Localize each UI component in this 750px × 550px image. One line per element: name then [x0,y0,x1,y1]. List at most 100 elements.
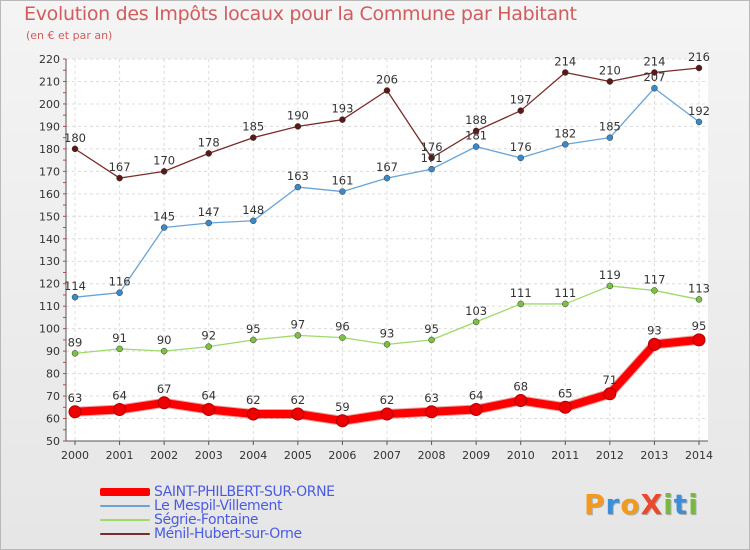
data-label: 178 [198,135,220,149]
x-tick-label: 2004 [239,449,267,462]
x-tick-label: 2001 [106,449,134,462]
legend-label: SAINT-PHILBERT-SUR-ORNE [154,484,335,500]
data-label: 93 [380,326,395,340]
y-tick-label: 110 [39,300,60,313]
data-label: 103 [465,304,487,318]
data-label: 214 [643,54,665,68]
data-label: 95 [424,322,439,336]
data-label: 59 [335,400,350,414]
data-point [250,336,257,344]
data-point [428,165,435,173]
data-label: 182 [554,126,576,140]
data-point [425,405,439,419]
legend-label: Ségrie-Fontaine [154,512,259,528]
data-label: 116 [109,275,131,289]
y-tick-label: 50 [46,435,60,448]
data-point [562,300,569,308]
logo-letter: X [640,488,664,521]
data-point [157,396,171,410]
legend-item: Ménil-Hubert-sur-Orne [100,526,335,542]
legend-item: Ségrie-Fontaine [100,512,335,528]
y-tick-label: 70 [46,390,60,403]
x-tick-label: 2000 [61,449,89,462]
data-label: 190 [287,108,309,122]
x-tick-label: 2007 [373,449,401,462]
legend-label: Ménil-Hubert-sur-Orne [154,526,302,542]
data-label: 111 [510,286,532,300]
data-label: 63 [424,391,439,405]
data-point [383,87,391,94]
legend-swatch [100,505,150,507]
data-point [383,341,391,348]
data-point [606,134,614,141]
data-point [339,334,346,341]
y-tick-label: 190 [39,120,60,133]
data-label: 147 [198,205,220,219]
data-point [71,293,79,301]
y-tick-label: 100 [39,323,60,336]
data-label: 176 [510,140,532,154]
data-point [68,405,82,419]
data-point [383,174,391,182]
y-tick-label: 120 [39,278,60,291]
legend-label: Le Mespil-Villement [154,498,283,514]
data-label: 161 [331,174,353,188]
data-label: 197 [510,93,532,107]
data-label: 148 [242,203,264,217]
data-label: 216 [688,50,710,64]
data-label: 67 [157,382,172,396]
data-point [250,217,257,225]
data-point [606,282,614,290]
data-label: 111 [554,286,576,300]
x-tick-label: 2005 [284,449,312,462]
data-point [651,287,658,294]
y-tick-label: 200 [39,98,60,111]
y-tick-label: 60 [46,413,60,426]
data-point [294,123,302,130]
data-label: 97 [291,317,306,331]
data-point [517,300,524,308]
data-point [469,403,483,417]
data-label: 176 [421,140,443,154]
data-point [294,332,302,339]
logo-letter: P [584,488,606,521]
x-tick-label: 2008 [418,449,446,462]
data-label: 145 [153,210,175,224]
data-point [335,414,349,428]
data-point [695,64,703,72]
x-tick-label: 2002 [150,449,178,462]
data-label: 68 [513,380,528,394]
y-tick-label: 220 [39,53,60,66]
data-label: 92 [201,329,216,343]
x-tick-label: 2009 [462,449,490,462]
data-label: 62 [246,393,261,407]
x-tick-label: 2011 [551,449,579,462]
y-tick-label: 180 [39,143,60,156]
legend-swatch [100,519,150,521]
data-label: 64 [201,389,216,403]
data-label: 170 [153,153,175,167]
proxiti-logo: ProXiti [584,488,699,521]
data-label: 89 [68,335,83,349]
data-label: 163 [287,169,309,183]
x-tick-label: 2013 [640,449,668,462]
chart-subtitle: (en € et par an) [26,29,113,42]
data-label: 185 [599,120,621,134]
data-label: 95 [246,322,261,336]
logo-letter: o [620,488,641,521]
data-point [380,407,394,421]
data-point [246,407,260,421]
data-point [695,296,703,303]
data-point [562,69,569,76]
data-label: 65 [558,386,573,400]
data-label: 96 [335,320,350,334]
data-point [692,333,706,347]
legend-swatch [100,533,150,535]
data-label: 192 [688,104,710,118]
data-point [517,154,524,162]
data-label: 117 [643,272,665,286]
x-tick-label: 2006 [328,449,356,462]
data-label: 171 [421,151,443,165]
data-label: 90 [157,333,172,347]
